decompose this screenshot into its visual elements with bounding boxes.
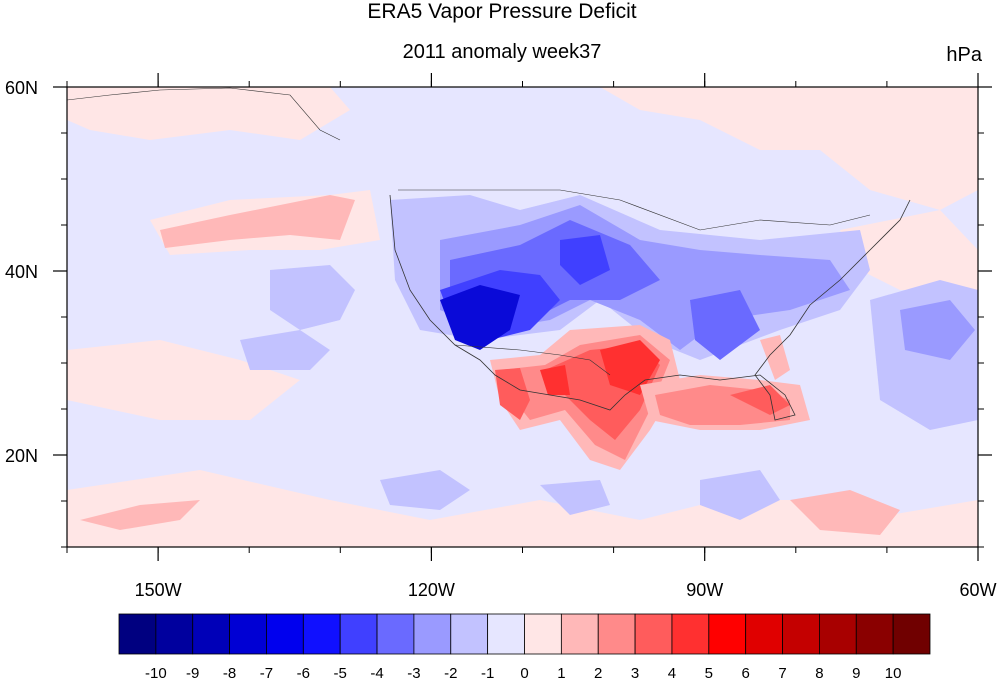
chart-title: ERA5 Vapor Pressure Deficit	[367, 0, 637, 23]
border-line	[454, 344, 611, 376]
colorbar-swatch	[229, 613, 267, 655]
colorbar-swatch	[560, 613, 599, 655]
anomaly-patch	[67, 470, 978, 547]
colorbar-swatch	[413, 613, 452, 655]
lat-tick-label: 20N	[5, 446, 38, 466]
lat-tick-label: 40N	[5, 262, 38, 282]
colorbar-swatch	[745, 613, 783, 655]
colorbar-swatch	[487, 613, 525, 655]
anomaly-patch	[760, 335, 790, 380]
colorbar-label: 8	[815, 665, 823, 681]
colorbar-label: -8	[223, 665, 236, 681]
colorbar-label: -1	[481, 665, 494, 681]
colorbar-label: 5	[705, 665, 713, 681]
anomaly-patch	[380, 470, 470, 510]
colorbar-swatch	[782, 613, 820, 655]
colorbar-label: 3	[631, 665, 639, 681]
anomaly-patch	[840, 210, 978, 290]
anomaly-patch	[900, 300, 975, 360]
anomaly-patch	[540, 480, 610, 515]
colorbar-swatch	[892, 613, 931, 655]
colorbar-swatch	[266, 613, 304, 655]
anomaly-patch	[560, 235, 610, 285]
colorbar-swatch	[118, 613, 157, 655]
colorbar-label: -3	[407, 665, 420, 681]
coastline	[67, 87, 341, 141]
anomaly-patch	[270, 265, 355, 330]
anomaly-patch	[790, 490, 900, 535]
anomaly-patch	[730, 385, 790, 415]
colorbar-swatch	[819, 613, 857, 655]
anomaly-patch	[495, 368, 530, 420]
colorbar-label: 1	[557, 665, 565, 681]
lon-tick-label: 90W	[686, 580, 723, 600]
anomaly-patch	[67, 87, 350, 140]
axis-labels: 150W 120W 90W 60W 60N 40N 20N	[5, 78, 997, 600]
anomaly-patch	[540, 365, 570, 395]
lon-tick-label: 60W	[959, 580, 996, 600]
colorbar-label: -2	[444, 665, 457, 681]
anomaly-patch	[600, 340, 660, 395]
colorbar-swatch	[524, 613, 562, 655]
colorbar-swatch	[302, 613, 341, 655]
lon-tick-label: 120W	[408, 580, 455, 600]
colorbar-label: -6	[297, 665, 310, 681]
colorbar-label: 10	[885, 665, 902, 681]
colorbar-label: 9	[852, 665, 860, 681]
anomaly-patch	[690, 290, 760, 360]
colorbar-swatch	[855, 613, 894, 655]
colorbar-swatch	[708, 613, 747, 655]
anomaly-field	[67, 87, 978, 547]
colorbar-swatch	[192, 613, 230, 655]
colorbar-swatch	[450, 613, 489, 655]
colorbar-label: -9	[186, 665, 199, 681]
anomaly-patch	[700, 470, 780, 520]
colorbar-swatch	[376, 613, 415, 655]
colorbar-swatch	[671, 613, 710, 655]
colorbar-label: -7	[260, 665, 273, 681]
lon-tick-label: 150W	[135, 580, 182, 600]
colorbar: -10 -9 -8 -7 -6 -5 -4 -3 -2 -1 0 1 2 3 4 5 6 7 8 9 10	[118, 613, 931, 681]
anomaly-patch	[67, 340, 300, 420]
colorbar-label: 4	[668, 665, 676, 681]
anomaly-patch	[240, 330, 330, 370]
colorbar-label: -4	[370, 665, 383, 681]
colorbar-swatch	[597, 613, 636, 655]
anomaly-patch	[80, 500, 200, 530]
colorbar-label: -5	[334, 665, 347, 681]
border-line	[398, 189, 871, 231]
anomaly-patch	[440, 285, 520, 350]
colorbar-label: 7	[778, 665, 786, 681]
colorbar-swatch	[339, 613, 378, 655]
chart-subtitle: 2011 anomaly week37	[402, 41, 602, 63]
colorbar-label: 0	[520, 665, 528, 681]
colorbar-label: -10	[145, 665, 167, 681]
lat-tick-label: 60N	[5, 78, 38, 98]
colorbar-swatch	[155, 613, 194, 655]
units-label: hPa	[946, 44, 982, 66]
coastline	[389, 194, 911, 421]
colorbar-label: 6	[742, 665, 750, 681]
anomaly-patch	[160, 195, 355, 248]
colorbar-label: 2	[594, 665, 602, 681]
anomaly-patch	[600, 87, 978, 210]
colorbar-swatch	[634, 613, 673, 655]
axis-ticks	[53, 73, 992, 561]
